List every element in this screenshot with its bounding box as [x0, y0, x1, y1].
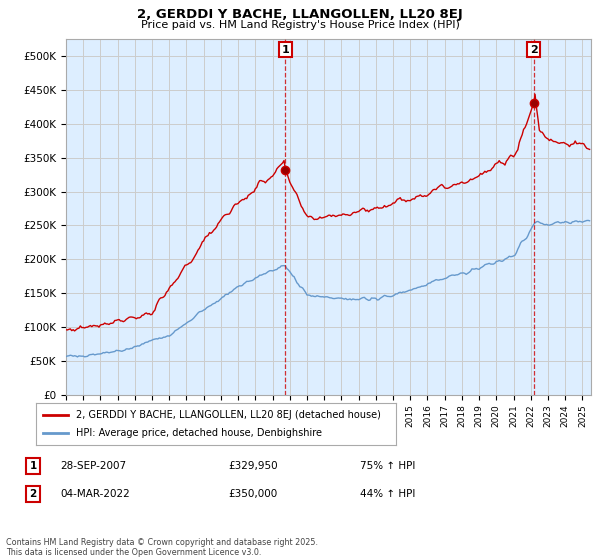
Text: Price paid vs. HM Land Registry's House Price Index (HPI): Price paid vs. HM Land Registry's House …	[140, 20, 460, 30]
Text: 2: 2	[530, 45, 538, 54]
Text: £329,950: £329,950	[228, 461, 278, 471]
Text: 44% ↑ HPI: 44% ↑ HPI	[360, 489, 415, 499]
Text: 1: 1	[281, 45, 289, 54]
Text: £350,000: £350,000	[228, 489, 277, 499]
Text: 04-MAR-2022: 04-MAR-2022	[60, 489, 130, 499]
Text: Contains HM Land Registry data © Crown copyright and database right 2025.
This d: Contains HM Land Registry data © Crown c…	[6, 538, 318, 557]
Text: 28-SEP-2007: 28-SEP-2007	[60, 461, 126, 471]
Text: 75% ↑ HPI: 75% ↑ HPI	[360, 461, 415, 471]
Text: 2: 2	[29, 489, 37, 499]
Text: 1: 1	[29, 461, 37, 471]
Text: 2, GERDDI Y BACHE, LLANGOLLEN, LL20 8EJ: 2, GERDDI Y BACHE, LLANGOLLEN, LL20 8EJ	[137, 8, 463, 21]
Text: HPI: Average price, detached house, Denbighshire: HPI: Average price, detached house, Denb…	[76, 428, 322, 438]
Text: 2, GERDDI Y BACHE, LLANGOLLEN, LL20 8EJ (detached house): 2, GERDDI Y BACHE, LLANGOLLEN, LL20 8EJ …	[76, 410, 380, 420]
